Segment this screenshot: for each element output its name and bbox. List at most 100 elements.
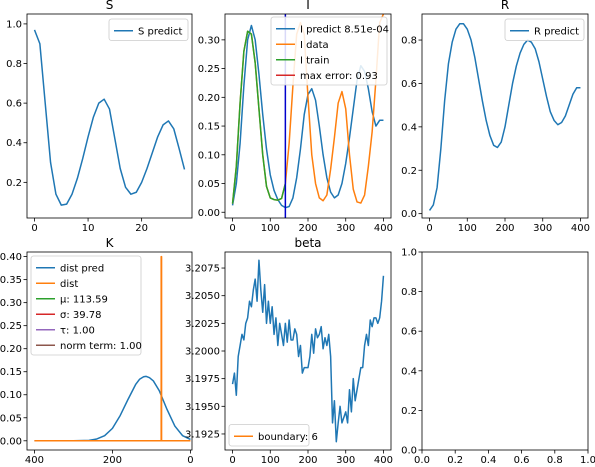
y-tick-label: 0.35 bbox=[0, 275, 22, 286]
legend-label: σ: 39.78 bbox=[60, 310, 102, 321]
x-tick-label: 0.8 bbox=[547, 455, 563, 466]
x-tick-label: 100 bbox=[458, 223, 477, 234]
x-tick-label: 400 bbox=[25, 455, 44, 466]
legend: R predict bbox=[504, 18, 585, 41]
axes-frame bbox=[26, 13, 193, 219]
chart-title: K bbox=[106, 236, 115, 250]
legend-label: dist pred bbox=[60, 263, 104, 274]
x-tick-label: 0.2 bbox=[447, 455, 463, 466]
x-tick-label: 200 bbox=[298, 223, 317, 234]
series-line bbox=[231, 259, 385, 443]
y-tick-label: 0.25 bbox=[0, 321, 22, 332]
y-tick-label: 0.05 bbox=[198, 179, 220, 190]
plot-area bbox=[27, 14, 192, 218]
legend-label: norm term: 1.00 bbox=[60, 341, 142, 352]
x-tick-label: 200 bbox=[298, 455, 317, 466]
y-tick-label: 0.0 bbox=[401, 209, 417, 220]
subplot-empty: 0.0 0.2 0.4 0.6 0.8 1.0 0.0 0.2 0.4 0.6 0.8 1.0 bbox=[401, 248, 595, 467]
x-tick-label: 0 bbox=[31, 223, 37, 234]
x-tick-label: 400 bbox=[374, 455, 393, 466]
y-tick-label: 0.8 bbox=[6, 59, 22, 70]
y-tick-label: 3.1925 bbox=[185, 429, 220, 440]
y-tick-label: 0.2 bbox=[6, 178, 22, 189]
legend-box bbox=[228, 424, 310, 447]
y-tick-label: 0.4 bbox=[401, 366, 417, 377]
x-tick-label: 100 bbox=[261, 455, 280, 466]
axes-frame bbox=[26, 251, 193, 451]
x-tick-label: 0 bbox=[229, 223, 235, 234]
y-tick-label: 0.2 bbox=[401, 166, 417, 177]
y-tick-label: 0.20 bbox=[0, 344, 22, 355]
legend-label: τ: 1.00 bbox=[60, 325, 95, 336]
y-tick-label: 0.30 bbox=[0, 298, 22, 309]
y-tick-label: 0.0 bbox=[401, 446, 417, 457]
legend-box bbox=[270, 16, 388, 86]
x-tick-label: 0.0 bbox=[414, 455, 430, 466]
y-tick-label: 3.2000 bbox=[185, 347, 220, 358]
x-tick-label: 300 bbox=[336, 223, 355, 234]
plot-area bbox=[225, 252, 391, 450]
series-line bbox=[34, 255, 191, 442]
plot-area bbox=[422, 252, 588, 450]
legend-label: I train bbox=[300, 55, 329, 66]
y-tick-label: 0.40 bbox=[0, 252, 22, 263]
y-tick-label: 0.10 bbox=[198, 150, 220, 161]
y-tick-label: 3.1950 bbox=[185, 402, 220, 413]
legend-label: dist bbox=[60, 279, 78, 290]
subplot-beta: beta 0 100 200 300 400 3.1925 3.1950 3.1975 3.200… bbox=[185, 236, 393, 466]
y-tick-label: 0.20 bbox=[198, 93, 220, 104]
y-tick-label: 0.15 bbox=[0, 367, 22, 378]
y-tick-label: 0.00 bbox=[198, 208, 220, 219]
x-tick-label: 300 bbox=[336, 455, 355, 466]
y-tick-label: 0.8 bbox=[401, 36, 417, 47]
chart-title: beta bbox=[294, 236, 321, 250]
y-tick-label: 3.2025 bbox=[185, 319, 220, 330]
y-tick-label: 0.6 bbox=[401, 327, 417, 338]
y-tick-label: 0.15 bbox=[198, 122, 220, 133]
x-tick-label: 10 bbox=[82, 223, 95, 234]
y-tick-label: 0.6 bbox=[6, 99, 22, 110]
series-group bbox=[33, 29, 186, 206]
legend-box bbox=[108, 18, 189, 41]
x-tick-label: 0.4 bbox=[480, 455, 496, 466]
x-tick-label: 400 bbox=[571, 223, 590, 234]
legend: boundary: 6 bbox=[228, 424, 318, 447]
y-tick-label: 0.05 bbox=[0, 413, 22, 424]
subplot-s: S 0 10 20 0.2 0.4 0.6 0.8 1.0 S predict bbox=[6, 0, 193, 234]
x-tick-label: 200 bbox=[495, 223, 514, 234]
x-tick-label: 0 bbox=[229, 455, 235, 466]
x-tick-label: 1.0 bbox=[580, 455, 595, 466]
axes-frame bbox=[224, 251, 392, 451]
subplot-k: K 400 200 0 0.00 0.05 0.10 0.15 0.20 0.25 0.30 0.35… bbox=[0, 236, 194, 466]
legend: S predict bbox=[108, 18, 189, 41]
series-group bbox=[231, 259, 385, 443]
legend-label: max error: 0.93 bbox=[300, 71, 378, 82]
y-tick-label: 0.4 bbox=[401, 122, 417, 133]
y-tick-label: 3.2050 bbox=[185, 291, 220, 302]
chart-title: R bbox=[501, 0, 509, 12]
subplot-r: R 0 100 200 300 400 0.0 0.2 0.4 0.6 0.8 R predict bbox=[401, 0, 590, 234]
chart-title: S bbox=[106, 0, 114, 12]
legend-label: R predict bbox=[534, 26, 579, 37]
y-tick-label: 0.6 bbox=[401, 79, 417, 90]
x-tick-label: 0 bbox=[187, 455, 193, 466]
y-tick-label: 0.2 bbox=[401, 406, 417, 417]
x-tick-label: 0 bbox=[426, 223, 432, 234]
x-tick-label: 20 bbox=[135, 223, 148, 234]
x-tick-label: 0.6 bbox=[514, 455, 530, 466]
axes-frame bbox=[421, 13, 589, 219]
legend-box bbox=[30, 255, 142, 356]
series-line bbox=[428, 23, 581, 211]
y-tick-label: 1.0 bbox=[6, 19, 22, 30]
axes-frame bbox=[224, 13, 392, 219]
plot-area bbox=[422, 14, 588, 218]
subplot-i: I 0 100 200 300 400 0.00 0.05 0.10 0.15 0.20 0.25 0.… bbox=[198, 0, 393, 234]
legend-box bbox=[504, 18, 585, 41]
axes-frame bbox=[421, 251, 589, 451]
x-tick-label: 100 bbox=[261, 223, 280, 234]
x-tick-label: 400 bbox=[374, 223, 393, 234]
y-tick-label: 0.30 bbox=[198, 35, 220, 46]
x-tick-label: 300 bbox=[533, 223, 552, 234]
legend-label: I predict 8.51e-04 bbox=[300, 24, 389, 35]
